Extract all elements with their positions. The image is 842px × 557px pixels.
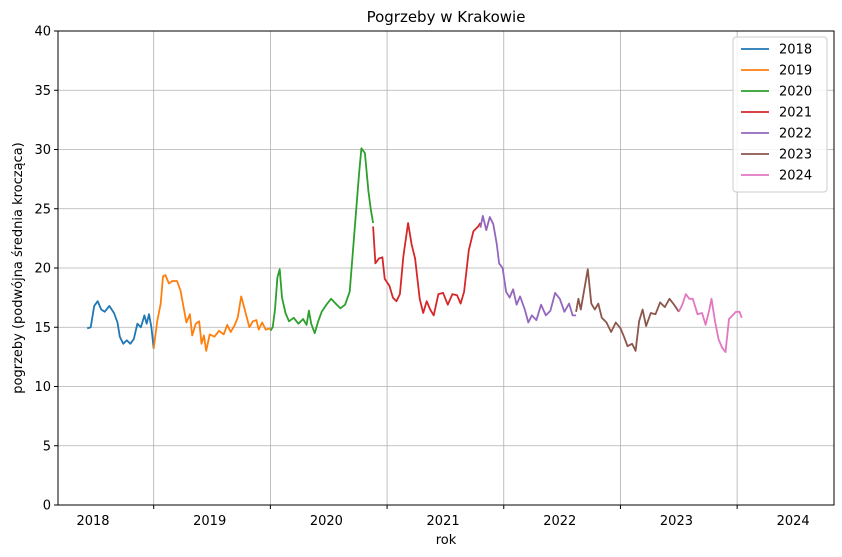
series-lines <box>86 147 743 353</box>
x-tick-label: 2018 <box>76 514 109 529</box>
legend-label: 2024 <box>779 169 812 184</box>
legend-label: 2019 <box>779 64 812 79</box>
x-tick-label: 2019 <box>193 514 226 529</box>
y-tick-label: 0 <box>43 499 51 514</box>
y-tick-label: 25 <box>34 202 51 217</box>
series-line-2020 <box>269 147 374 335</box>
legend-label: 2023 <box>779 148 812 163</box>
y-tick-label: 5 <box>43 439 51 454</box>
x-tick-label: 2022 <box>543 514 576 529</box>
y-tick-label: 15 <box>34 321 51 336</box>
series-line-2023 <box>575 268 680 352</box>
y-tick-label: 40 <box>34 25 51 40</box>
x-tick-label: 2020 <box>310 514 343 529</box>
legend-label: 2018 <box>779 43 812 58</box>
y-tick-label: 20 <box>34 262 51 277</box>
x-axis-label: rok <box>436 533 457 548</box>
legend-label: 2021 <box>779 106 812 121</box>
chart-title: Pogrzeby w Krakowie <box>367 8 526 26</box>
legend: 2018 2019 2020 2021 2022 2023 2024 <box>732 36 828 193</box>
y-tick-label: 35 <box>34 84 51 99</box>
y-tick-label: 10 <box>34 380 51 395</box>
y-tick-label: 30 <box>34 143 51 158</box>
series-line-2022 <box>479 215 577 324</box>
x-tick-label: 2021 <box>427 514 460 529</box>
axis-ticks: 0 5 10 15 20 25 30 35 40 2018 2019 2020 2021 2022 2023… <box>34 25 809 530</box>
x-tick-label: 2024 <box>777 514 810 529</box>
series-line-2018 <box>86 300 155 349</box>
y-axis-label: pogrzeby (podwójna średnia krocząca) <box>11 142 26 393</box>
series-line-2024 <box>677 293 743 353</box>
legend-label: 2020 <box>779 85 812 100</box>
legend-label: 2022 <box>779 127 812 142</box>
x-tick-label: 2023 <box>660 514 693 529</box>
series-line-2019 <box>152 274 271 352</box>
grid <box>58 30 834 506</box>
series-line-2021 <box>372 222 482 317</box>
